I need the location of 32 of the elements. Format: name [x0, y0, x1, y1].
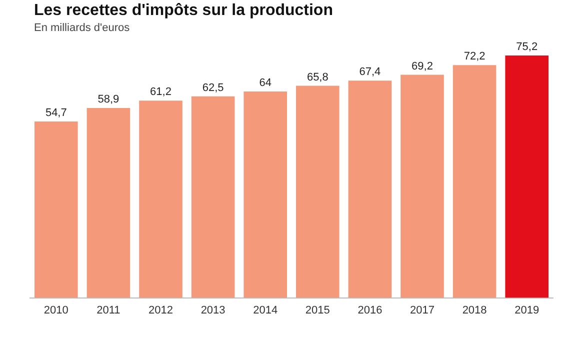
bar [400, 74, 444, 298]
x-tick-label: 2017 [410, 304, 434, 316]
bar [191, 96, 235, 298]
chart-title: Les recettes d'impôts sur la production [34, 2, 333, 20]
x-tick-label: 2015 [305, 304, 330, 316]
x-tick-label: 2016 [358, 304, 382, 316]
chart-subtitle: En milliards d'euros [34, 22, 130, 34]
x-tick-label: 2018 [462, 304, 487, 316]
bar [34, 122, 78, 298]
x-tick-label: 2012 [148, 304, 173, 316]
data-label: 54,7 [45, 107, 67, 120]
bar [296, 86, 340, 298]
x-tick-label: 2019 [514, 304, 540, 316]
data-label: 67,4 [359, 66, 381, 78]
data-label: 61,2 [150, 86, 172, 98]
bar [139, 100, 182, 298]
data-label: 72,2 [464, 50, 486, 63]
x-tick-label: 2013 [200, 304, 226, 316]
x-tick-label: 2010 [44, 304, 68, 316]
data-label: 62,5 [202, 82, 224, 94]
x-tick-label: 2011 [96, 304, 120, 316]
bar [452, 65, 496, 298]
bar [348, 80, 392, 298]
data-label: 65,8 [306, 71, 328, 84]
x-tick-label: 2014 [253, 304, 278, 316]
bar [86, 108, 130, 298]
data-label: 58,9 [98, 94, 120, 106]
data-label: 64 [259, 77, 272, 90]
bar [244, 92, 287, 298]
data-label: 75,2 [516, 41, 538, 53]
bar [505, 55, 548, 298]
data-label: 69,2 [412, 60, 433, 72]
